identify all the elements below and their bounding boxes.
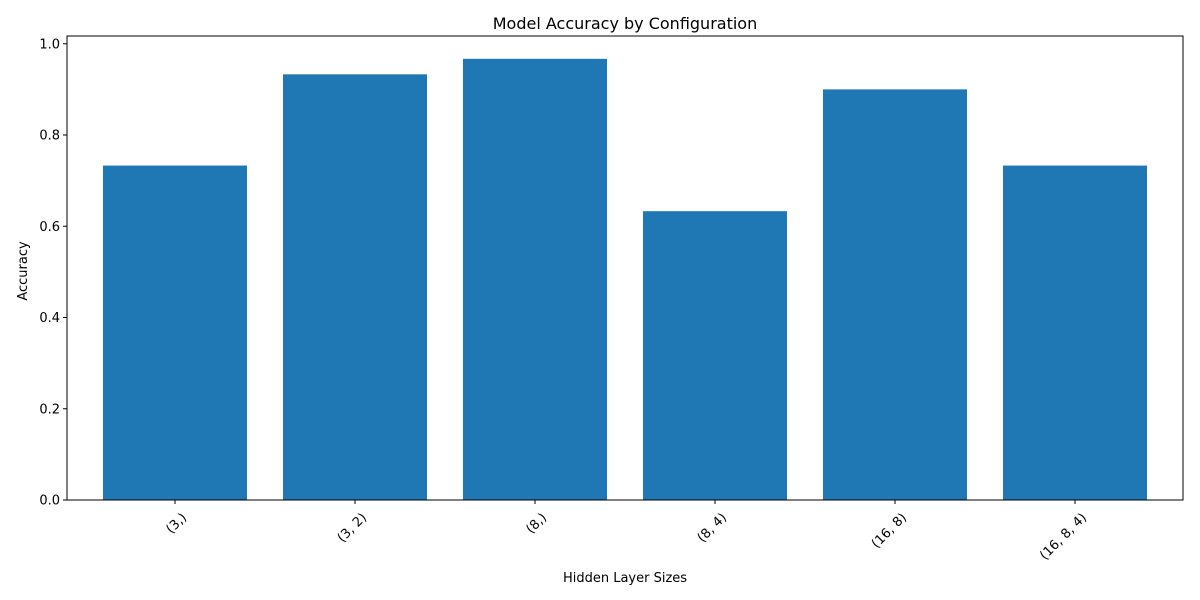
bars-group	[103, 58, 1147, 501]
y-tick-label: 0.0	[39, 494, 60, 509]
bar	[283, 74, 427, 500]
plot-frame	[66, 35, 1184, 501]
x-axis-label: Hidden Layer Sizes	[563, 571, 687, 586]
bar	[643, 211, 787, 501]
y-axis-label: Accuracy	[16, 241, 31, 301]
y-ticks-group: 0.0 0.2 0.4 0.6 0.8 1.0	[39, 37, 67, 509]
y-tick-label: 0.8	[39, 129, 60, 144]
y-tick-label: 1.0	[39, 37, 60, 52]
y-tick-label: 0.2	[39, 402, 60, 417]
bar	[463, 58, 607, 500]
bar	[1003, 165, 1147, 501]
bar	[103, 165, 247, 501]
bar	[823, 89, 967, 501]
chart-title: Model Accuracy by Configuration	[493, 14, 757, 33]
y-tick-label: 0.4	[39, 311, 60, 326]
y-tick-label: 0.6	[39, 220, 60, 235]
